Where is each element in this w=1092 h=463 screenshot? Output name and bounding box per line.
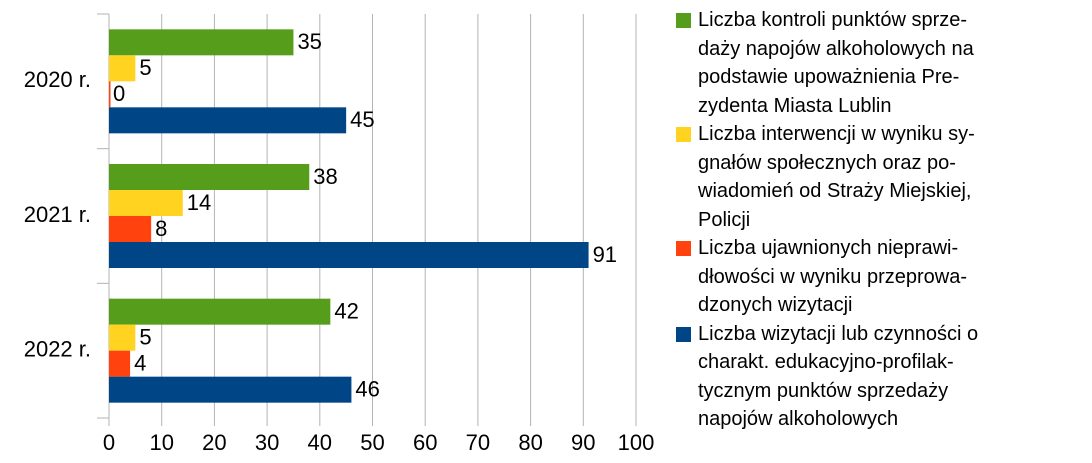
bar	[109, 29, 294, 56]
bar	[109, 350, 131, 377]
legend-swatch	[676, 127, 691, 142]
bar	[109, 216, 152, 242]
legend-item: Liczba kontroli punktów sprze- daży napo…	[676, 6, 1092, 120]
legend-item: Liczba interwencji w wyniku sy- gnałów s…	[676, 120, 1092, 234]
legend-swatch	[676, 13, 691, 28]
value-label: 91	[593, 242, 617, 267]
legend-label: Liczba wizytacji lub czynności o charakt…	[698, 322, 979, 431]
x-tick-label: 0	[103, 430, 115, 455]
x-tick-label: 80	[518, 430, 542, 455]
legend-label: Liczba kontroli punktów sprze- daży napo…	[698, 9, 974, 117]
value-label: 0	[113, 81, 125, 106]
legend: Liczba kontroli punktów sprze- daży napo…	[676, 6, 1092, 434]
value-label: 8	[155, 216, 167, 241]
x-tick-label: 40	[308, 430, 332, 455]
value-label: 14	[187, 190, 211, 215]
value-label: 42	[334, 298, 358, 323]
value-label: 38	[313, 164, 337, 189]
y-tick-label: 2020 r.	[24, 67, 91, 92]
value-label: 5	[139, 55, 151, 80]
bar	[109, 376, 352, 403]
legend-swatch	[676, 326, 691, 342]
x-tick-label: 60	[413, 430, 437, 455]
bar	[109, 164, 310, 190]
bar	[109, 298, 331, 325]
legend-swatch	[676, 241, 691, 256]
bar	[109, 324, 136, 351]
value-label: 4	[134, 350, 146, 375]
x-tick-label: 90	[571, 430, 595, 455]
x-tick-label: 20	[202, 430, 226, 455]
legend-item: Liczba ujawnionych nieprawi- dłowości w …	[676, 234, 1092, 320]
x-tick-label: 100	[618, 430, 655, 455]
value-label: 35	[297, 29, 321, 54]
y-tick-label: 2021 r.	[24, 202, 91, 227]
legend-label: Liczba interwencji w wyniku sy- gnałów s…	[698, 123, 975, 231]
x-tick-label: 70	[466, 430, 490, 455]
value-label: 5	[139, 324, 151, 349]
bar	[109, 242, 589, 268]
legend-label: Liczba ujawnionych nieprawi- dłowości w …	[698, 237, 967, 316]
x-tick-label: 30	[255, 430, 279, 455]
bar	[109, 107, 347, 134]
value-label: 46	[355, 376, 379, 401]
bar	[109, 190, 183, 216]
bar	[109, 55, 136, 82]
legend-item: Liczba wizytacji lub czynności o charakt…	[676, 320, 1092, 434]
value-label: 45	[350, 107, 374, 132]
y-tick-label: 2022 r.	[24, 336, 91, 361]
bar	[109, 81, 111, 108]
x-tick-label: 50	[360, 430, 384, 455]
x-tick-label: 10	[149, 430, 173, 455]
